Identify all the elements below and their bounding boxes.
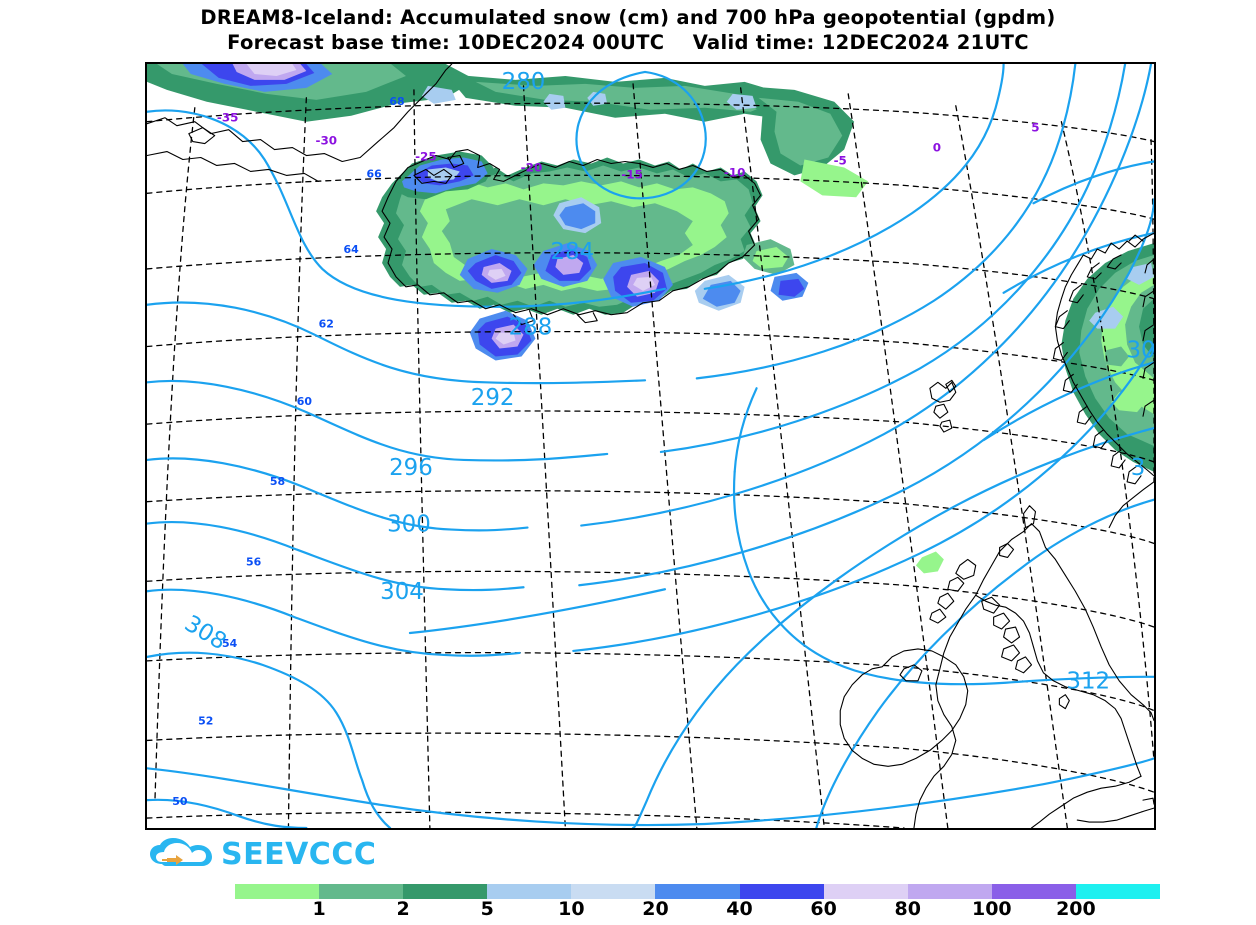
contour-label-3: 3 (1131, 455, 1146, 481)
colorbar-segment-7 (823, 884, 908, 899)
contour-label-280: 280 (502, 69, 546, 95)
cloud-arrow-icon (150, 838, 212, 866)
map-panel[interactable]: 50 52 54 56 58 60 62 64 66 68 -35 -30 -2… (145, 62, 1156, 830)
longitude-label-group: -35 -30 -25 -20 -15 -10 -5 0 5 (217, 111, 1040, 182)
lon-label-m30: -30 (315, 134, 337, 148)
lat-label-68: 68 (389, 95, 404, 108)
colorbar-segment-8 (907, 884, 992, 899)
colorbar-tick-labels: 1 2 5 10 20 40 60 80 100 200 (235, 899, 1160, 921)
lat-label-50: 50 (172, 795, 188, 808)
colorbar-label-200: 200 (1056, 898, 1096, 920)
chart-title-block: DREAM8-Iceland: Accumulated snow (cm) an… (0, 6, 1256, 56)
colorbar-label-2: 2 (396, 898, 410, 920)
snow-accumulation-shading (147, 64, 1154, 574)
contour-label-312: 312 (1066, 669, 1110, 695)
colorbar-label-60: 60 (810, 898, 837, 920)
colorbar-label-1: 1 (312, 898, 326, 920)
colorbar-label-10: 10 (558, 898, 585, 920)
lat-label-60: 60 (297, 395, 313, 408)
colorbar-label-20: 20 (642, 898, 669, 920)
lon-label-m15: -15 (621, 167, 643, 181)
colorbar-label-5: 5 (480, 898, 494, 920)
colorbar-label-40: 40 (726, 898, 753, 920)
cloud-icon (148, 838, 214, 872)
contour-label-30: 30 (1126, 337, 1154, 363)
geopotential-contours (147, 64, 1154, 828)
lat-label-58: 58 (270, 475, 285, 488)
lon-label-0: 0 (933, 141, 941, 155)
lon-label-m10: -10 (724, 165, 746, 179)
colorbar-segment-6 (739, 884, 824, 899)
longitude-graticule (154, 83, 1154, 828)
weather-map-svg: 50 52 54 56 58 60 62 64 66 68 -35 -30 -2… (147, 64, 1154, 828)
chart-subtitle: Forecast base time: 10DEC2024 00UTC Vali… (227, 30, 1029, 54)
lon-label-m5: -5 (834, 153, 847, 167)
lon-label-m35: -35 (217, 111, 239, 125)
lon-label-m20: -20 (521, 160, 543, 174)
page-title: DREAM8-Iceland: Accumulated snow (cm) an… (200, 6, 1056, 29)
colorbar-segment-4 (571, 884, 656, 899)
logo-wordmark: SEEVCCC (221, 837, 377, 872)
lat-label-62: 62 (319, 318, 334, 331)
colorbar-segment-3 (487, 884, 572, 899)
colorbar-segment-1 (319, 884, 404, 899)
latitude-graticule (147, 102, 1154, 828)
lat-label-54: 54 (222, 637, 238, 650)
colorbar-segment-10 (1075, 884, 1161, 899)
lat-label-56: 56 (246, 555, 262, 568)
contour-label-304: 304 (380, 579, 424, 605)
contour-label-296: 296 (389, 455, 433, 481)
snow-colorbar[interactable]: 1 2 5 10 20 40 60 80 100 200 (235, 884, 1161, 922)
latitude-label-group: 50 52 54 56 58 60 62 64 66 68 (172, 95, 404, 808)
lat-label-64: 64 (344, 243, 360, 256)
lon-label-m25: -25 (415, 150, 437, 164)
colorbar-strip (235, 884, 1161, 899)
contour-label-292: 292 (471, 385, 515, 411)
coastlines (147, 64, 1154, 828)
colorbar-segment-0 (235, 884, 320, 899)
colorbar-label-100: 100 (971, 898, 1012, 920)
seevccc-logo[interactable]: SEEVCCC (148, 836, 376, 874)
contour-label-300: 300 (387, 512, 431, 538)
colorbar-segment-9 (991, 884, 1076, 899)
contour-label-288: 288 (509, 315, 553, 341)
lat-label-66: 66 (366, 167, 382, 180)
colorbar-segment-5 (655, 884, 740, 899)
contour-label-284: 284 (550, 239, 594, 265)
colorbar-segment-2 (403, 884, 488, 899)
lat-label-52: 52 (198, 715, 213, 728)
colorbar-label-80: 80 (894, 898, 921, 920)
lon-label-5: 5 (1031, 121, 1039, 135)
